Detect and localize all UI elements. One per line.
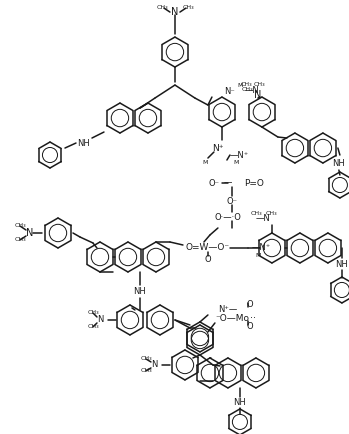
Text: CH₃: CH₃ — [241, 82, 253, 86]
Text: O⁻: O⁻ — [209, 178, 220, 187]
Text: N⁺—: N⁺— — [218, 306, 237, 315]
Text: NH: NH — [333, 158, 345, 168]
Text: CH₃: CH₃ — [182, 5, 194, 10]
Text: —N: —N — [245, 85, 259, 95]
Text: CH₃: CH₃ — [140, 356, 152, 362]
Text: O: O — [247, 322, 253, 332]
Text: N⁻: N⁻ — [224, 86, 235, 95]
Text: M: M — [255, 253, 261, 259]
Text: O·—·O: O·—·O — [215, 213, 242, 221]
Text: N: N — [26, 228, 34, 238]
Text: N: N — [254, 90, 262, 100]
Text: —N⁺: —N⁺ — [252, 243, 271, 253]
Text: NH: NH — [134, 287, 146, 296]
Text: ··: ·· — [250, 313, 256, 323]
Text: —: — — [224, 178, 232, 187]
Text: P=O: P=O — [244, 178, 264, 187]
Text: O⁻: O⁻ — [227, 197, 237, 206]
Text: —N: —N — [255, 214, 270, 224]
Text: NH: NH — [233, 398, 246, 408]
Text: N: N — [97, 316, 103, 325]
Text: N⁺: N⁺ — [212, 144, 224, 152]
Text: —N⁺: —N⁺ — [230, 151, 249, 160]
Text: NH: NH — [77, 138, 90, 148]
Text: NH: NH — [335, 260, 348, 270]
Text: CH₃: CH₃ — [87, 310, 99, 316]
Text: CH₃: CH₃ — [156, 5, 168, 10]
Text: N: N — [151, 361, 157, 369]
Text: CH₃: CH₃ — [266, 210, 278, 216]
Text: M: M — [202, 160, 208, 164]
Text: ⁻O—Mo: ⁻O—Mo — [215, 315, 249, 323]
Text: O: O — [205, 256, 211, 264]
Text: CH₃: CH₃ — [251, 210, 263, 216]
Text: CH₃: CH₃ — [14, 237, 26, 243]
Text: N: N — [171, 7, 179, 17]
Text: M: M — [237, 82, 243, 88]
Text: O: O — [247, 300, 253, 309]
Text: CH₃: CH₃ — [242, 86, 254, 92]
Text: O=W—O⁻: O=W—O⁻ — [186, 243, 230, 253]
Text: CH₃: CH₃ — [87, 325, 99, 329]
Text: CH₃: CH₃ — [254, 82, 266, 86]
Text: M: M — [233, 160, 239, 164]
Text: CH₃: CH₃ — [14, 224, 26, 228]
Text: CH₃: CH₃ — [140, 368, 152, 373]
